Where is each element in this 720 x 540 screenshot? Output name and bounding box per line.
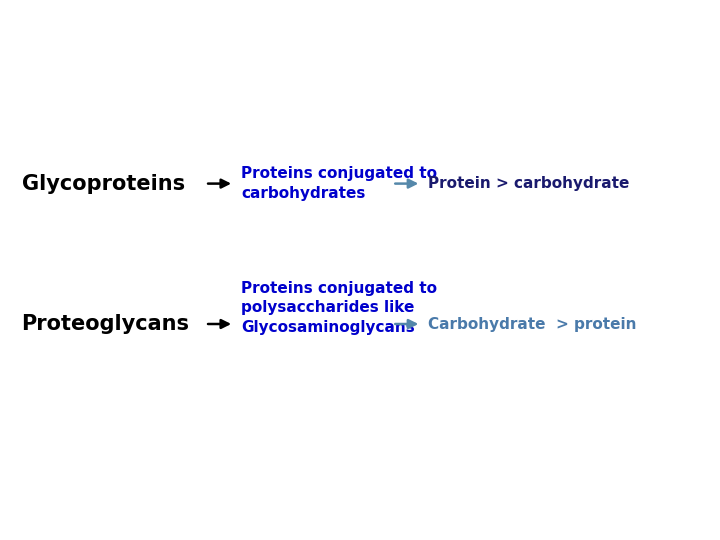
Text: Proteins conjugated to
polysaccharides like
Glycosaminoglycans: Proteins conjugated to polysaccharides l…	[241, 280, 437, 335]
Text: Protein > carbohydrate: Protein > carbohydrate	[428, 176, 630, 191]
Text: Proteoglycans: Proteoglycans	[22, 314, 189, 334]
Text: Glycoproteins: Glycoproteins	[22, 173, 185, 194]
Text: Proteins conjugated to
carbohydrates: Proteins conjugated to carbohydrates	[241, 166, 437, 201]
Text: Carbohydrate  > protein: Carbohydrate > protein	[428, 316, 637, 332]
